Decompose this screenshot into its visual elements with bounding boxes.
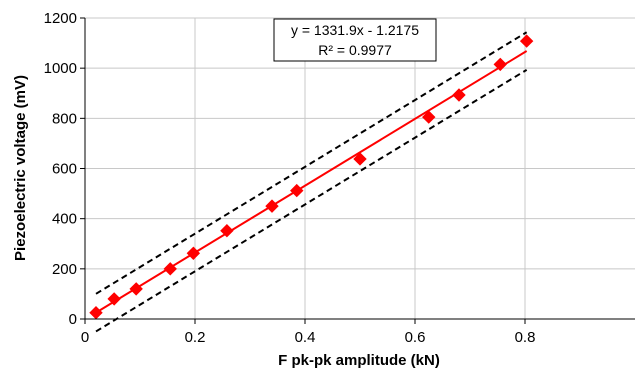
y-tick-label: 600 — [52, 161, 77, 178]
lower-band-line — [95, 68, 528, 333]
data-point — [163, 262, 177, 276]
y-axis-title: Piezoelectric voltage (mV) — [12, 75, 29, 261]
equation-box-frame — [273, 18, 437, 62]
equation-text: y = 1331.9x - 1.2175 — [291, 22, 419, 38]
y-tick-label: 800 — [52, 110, 77, 127]
data-point — [290, 183, 304, 198]
confidence-bands — [95, 31, 528, 333]
x-tick-label: 0.4 — [295, 329, 316, 346]
data-point — [220, 223, 234, 238]
equation-box: y = 1331.9x - 1.2175 R² = 0.9977 — [273, 18, 437, 62]
x-axis-title: F pk-pk amplitude (kN) — [278, 352, 440, 369]
data-point — [493, 57, 507, 72]
data-point — [265, 199, 279, 213]
data-point — [519, 34, 534, 48]
data-point — [107, 292, 121, 306]
trendline — [95, 50, 528, 314]
data-point — [353, 152, 367, 166]
data-point — [89, 306, 103, 320]
trendline-group — [95, 50, 528, 314]
x-tick-label: 0.8 — [515, 329, 536, 346]
y-tick-label: 1000 — [44, 60, 77, 77]
data-points — [89, 34, 534, 320]
x-tick-label: 0.6 — [405, 329, 426, 346]
y-tick-label: 200 — [52, 261, 77, 278]
y-tick-label: 400 — [52, 211, 77, 228]
grid — [85, 17, 635, 319]
axes — [80, 17, 635, 324]
upper-band-line — [95, 31, 528, 295]
tick-labels: 0 200 400 600 800 1000 1200 0 0.2 0.4 0.6 0.8 — [44, 10, 536, 346]
data-point — [129, 282, 143, 296]
x-tick-label: 0.2 — [185, 329, 206, 346]
y-tick-label: 1200 — [44, 10, 77, 27]
data-point — [186, 246, 201, 260]
x-tick-label: 0 — [81, 329, 89, 346]
data-point — [422, 110, 436, 124]
data-point — [452, 88, 466, 102]
r-squared-text: R² = 0.9977 — [318, 42, 392, 58]
y-tick-label: 0 — [69, 311, 77, 328]
